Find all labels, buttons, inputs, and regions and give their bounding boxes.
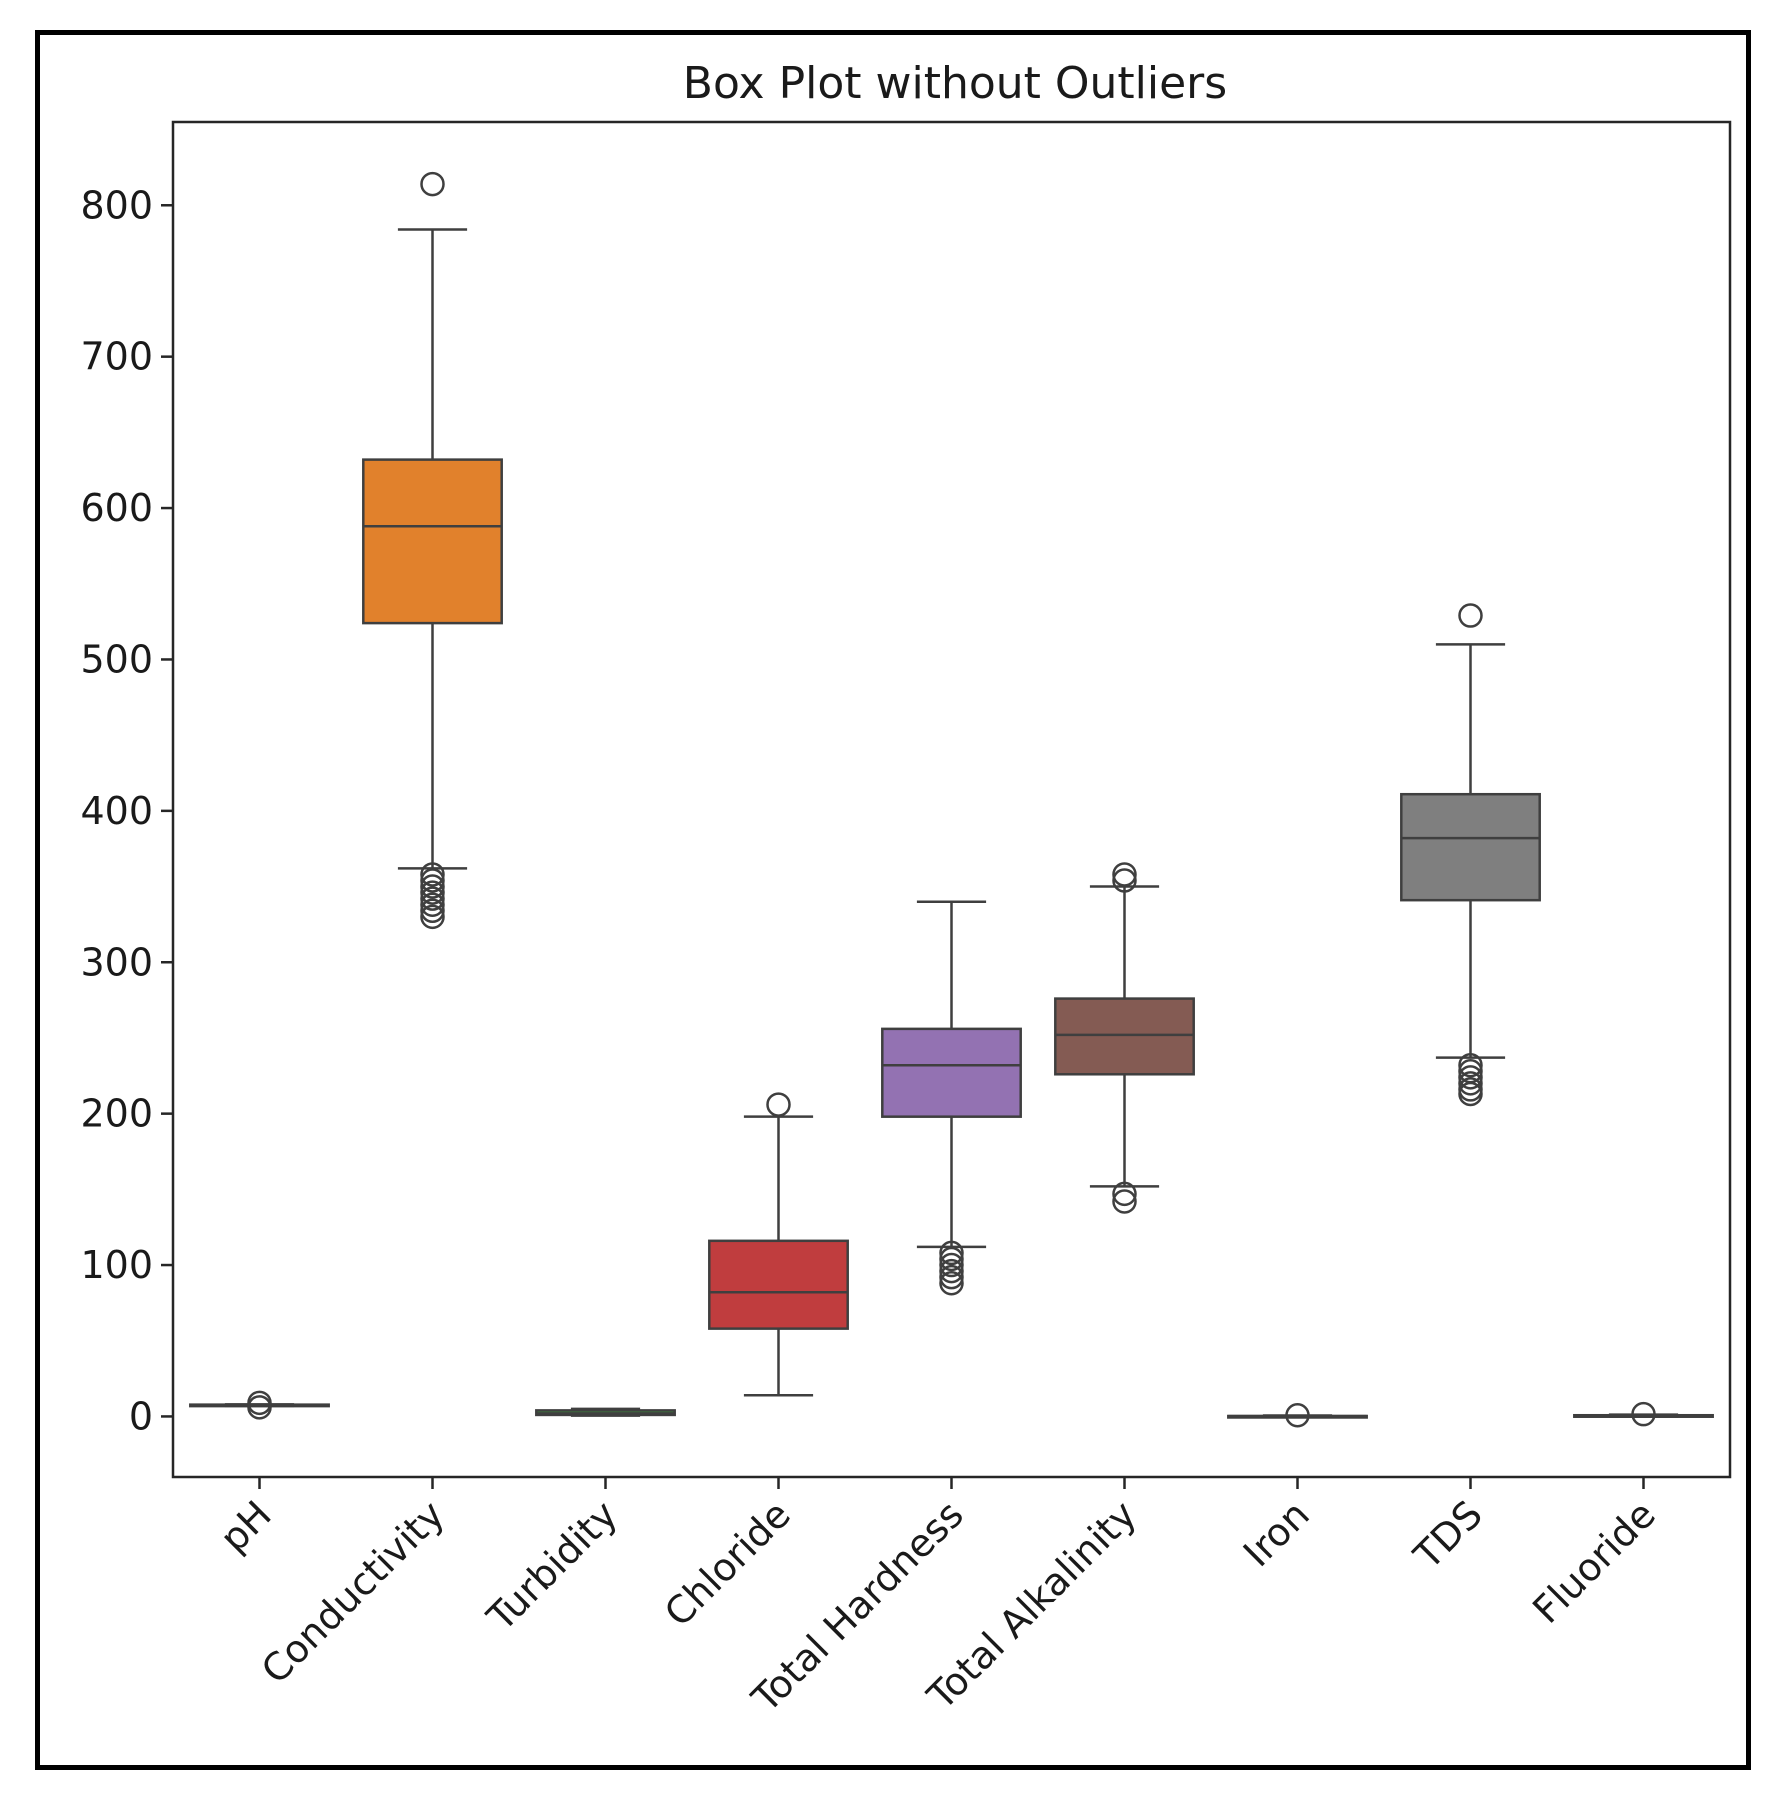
outlier-point bbox=[939, 1240, 964, 1266]
box-body bbox=[1054, 997, 1195, 1076]
outlier-point bbox=[420, 171, 445, 197]
outlier-point bbox=[247, 1390, 272, 1416]
y-tick-label: 200 bbox=[80, 1092, 153, 1136]
outlier-point bbox=[1112, 868, 1137, 893]
y-tick-label: 700 bbox=[80, 335, 153, 379]
outlier-point bbox=[939, 1270, 964, 1296]
box-body bbox=[1400, 792, 1541, 902]
outlier-point bbox=[766, 1092, 791, 1117]
x-tick-label: TDS bbox=[1405, 1492, 1491, 1578]
y-tick-label: 800 bbox=[80, 183, 153, 227]
outlier-point bbox=[420, 892, 445, 917]
outlier-point bbox=[420, 880, 445, 905]
outlier-point bbox=[1112, 862, 1137, 887]
outlier-point bbox=[420, 868, 445, 893]
box-body bbox=[708, 1239, 849, 1330]
box-group bbox=[1400, 603, 1541, 1107]
x-tick-label: Fluoride bbox=[1524, 1492, 1664, 1632]
box-group bbox=[1573, 1401, 1714, 1427]
x-tick-label: pH bbox=[211, 1492, 279, 1560]
box-group bbox=[362, 171, 503, 930]
box-group bbox=[1054, 862, 1195, 1214]
box-series bbox=[189, 171, 1714, 1428]
x-tick-label: Chloride bbox=[656, 1492, 799, 1635]
x-tick-label: Conductivity bbox=[253, 1492, 453, 1692]
outlier-point bbox=[420, 874, 445, 899]
outlier-point bbox=[1458, 1071, 1483, 1096]
outlier-point bbox=[939, 1264, 964, 1290]
outlier-point bbox=[1458, 1065, 1483, 1090]
outlier-point bbox=[1458, 603, 1483, 628]
y-tick-label: 100 bbox=[80, 1243, 153, 1287]
box-group bbox=[1227, 1402, 1368, 1428]
outlier-point bbox=[1631, 1401, 1656, 1427]
x-tick-label: Iron bbox=[1235, 1492, 1318, 1575]
chart-title: Box Plot without Outliers bbox=[683, 58, 1227, 109]
outlier-point bbox=[1112, 1181, 1137, 1207]
outlier-point bbox=[420, 904, 445, 930]
outlier-point bbox=[420, 862, 445, 887]
box-group bbox=[708, 1092, 849, 1397]
outlier-point bbox=[1285, 1402, 1310, 1428]
outlier-point bbox=[939, 1252, 964, 1278]
box-body bbox=[881, 1027, 1022, 1118]
y-tick-label: 500 bbox=[80, 637, 153, 681]
x-tick-label: Turbidity bbox=[478, 1492, 626, 1640]
outlier-point bbox=[420, 898, 445, 924]
outlier-point bbox=[1112, 1189, 1137, 1214]
y-tick-label: 300 bbox=[80, 940, 153, 984]
y-axis: 0 100 200 300 400 500 600 700 800 bbox=[80, 183, 173, 1438]
box-group bbox=[189, 1390, 330, 1420]
box-body bbox=[362, 458, 503, 625]
y-tick-label: 600 bbox=[80, 486, 153, 530]
outlier-point bbox=[420, 886, 445, 911]
outlier-point bbox=[1458, 1052, 1483, 1078]
y-tick-label: 0 bbox=[129, 1394, 153, 1438]
y-tick-label: 400 bbox=[80, 789, 153, 833]
outlier-point bbox=[939, 1246, 964, 1272]
box-group bbox=[535, 1407, 676, 1417]
outlier-point bbox=[939, 1258, 964, 1284]
outlier-point bbox=[1458, 1081, 1483, 1107]
box-group bbox=[881, 900, 1022, 1296]
